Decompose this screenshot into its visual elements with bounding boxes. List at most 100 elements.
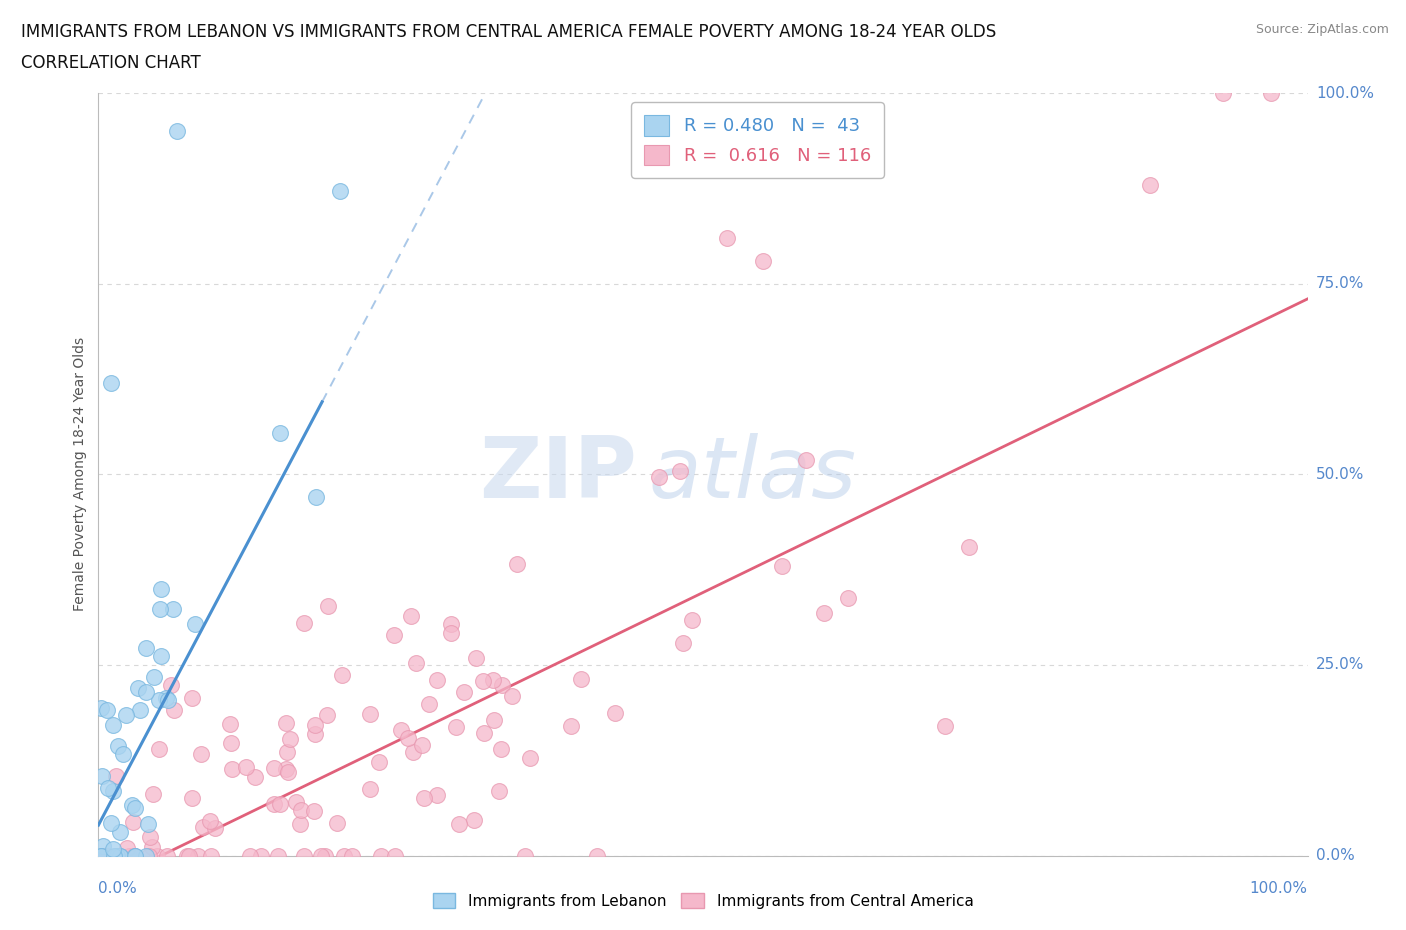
Text: CORRELATION CHART: CORRELATION CHART (21, 54, 201, 72)
Point (149, 648, 172, 663)
Point (122, 848, 145, 863)
Point (648, 470, 671, 485)
Point (681, 613, 703, 628)
Point (90, 848, 112, 863)
Text: 50.0%: 50.0% (1316, 467, 1364, 482)
Point (482, 672, 505, 687)
Point (405, 655, 427, 670)
Point (716, 231, 738, 246)
Point (121, 798, 143, 813)
Point (396, 730, 419, 745)
Point (426, 788, 449, 803)
Point (488, 783, 510, 798)
Text: 100.0%: 100.0% (1316, 86, 1374, 100)
Point (239, 848, 262, 863)
Point (302, 804, 325, 818)
Point (157, 692, 180, 707)
Point (316, 708, 339, 723)
Point (506, 556, 529, 571)
Point (401, 608, 423, 623)
Point (813, 605, 835, 620)
Point (235, 760, 257, 775)
Text: 100.0%: 100.0% (1250, 881, 1308, 896)
Point (162, 602, 184, 617)
Point (290, 803, 312, 817)
Point (444, 719, 467, 734)
Point (148, 742, 170, 757)
Point (107, 738, 129, 753)
Point (837, 591, 859, 605)
Point (290, 817, 312, 831)
Point (472, 673, 495, 688)
Point (97, 848, 120, 863)
Point (141, 840, 163, 855)
Point (177, 848, 200, 863)
Point (91, 838, 114, 853)
Point (105, 848, 128, 863)
Point (276, 715, 298, 730)
Point (440, 617, 463, 631)
Point (671, 635, 693, 650)
Point (330, 668, 353, 683)
Point (586, 848, 609, 863)
Point (491, 678, 513, 693)
Point (340, 848, 363, 863)
Point (463, 813, 485, 828)
Point (136, 817, 159, 831)
Point (108, 848, 131, 863)
Y-axis label: Female Poverty Among 18-24 Year Olds: Female Poverty Among 18-24 Year Olds (73, 338, 87, 611)
Point (1139, 177, 1161, 192)
Point (129, 703, 152, 718)
Point (198, 814, 221, 829)
Point (160, 678, 183, 693)
Point (384, 848, 406, 863)
Point (1212, 86, 1234, 100)
Point (292, 616, 315, 631)
Point (453, 685, 475, 700)
Point (103, 848, 125, 863)
Point (187, 848, 209, 863)
Point (249, 848, 271, 863)
Point (382, 627, 405, 642)
Point (115, 708, 138, 723)
Point (139, 830, 162, 844)
Text: ZIP: ZIP (479, 432, 637, 516)
Point (329, 184, 352, 199)
Point (269, 797, 291, 812)
Point (569, 672, 592, 687)
Point (359, 782, 381, 797)
Point (124, 801, 146, 816)
Point (112, 747, 135, 762)
Point (669, 463, 692, 478)
Point (489, 741, 512, 756)
Point (200, 848, 222, 863)
Point (411, 737, 433, 752)
Legend: R = 0.480   N =  43, R =  0.616   N = 116: R = 0.480 N = 43, R = 0.616 N = 116 (631, 102, 883, 178)
Point (440, 625, 463, 640)
Text: atlas: atlas (648, 432, 856, 516)
Point (118, 848, 141, 863)
Point (104, 768, 127, 783)
Point (156, 848, 179, 863)
Point (145, 848, 167, 863)
Text: 0.0%: 0.0% (1316, 848, 1354, 863)
Point (124, 848, 146, 863)
Point (143, 669, 166, 684)
Text: IMMIGRANTS FROM LEBANON VS IMMIGRANTS FROM CENTRAL AMERICA FEMALE POVERTY AMONG : IMMIGRANTS FROM LEBANON VS IMMIGRANTS FR… (21, 23, 997, 41)
Point (176, 848, 198, 863)
Point (101, 783, 124, 798)
Point (204, 820, 226, 835)
Point (124, 848, 146, 863)
Point (304, 726, 326, 741)
Point (277, 764, 299, 779)
Point (1260, 86, 1282, 100)
Point (110, 848, 132, 863)
Legend: Immigrants from Lebanon, Immigrants from Central America: Immigrants from Lebanon, Immigrants from… (426, 886, 980, 915)
Point (127, 680, 149, 695)
Text: Source: ZipAtlas.com: Source: ZipAtlas.com (1256, 23, 1389, 36)
Point (794, 453, 817, 468)
Point (122, 848, 145, 863)
Point (155, 690, 177, 705)
Point (519, 751, 541, 766)
Point (243, 770, 266, 785)
